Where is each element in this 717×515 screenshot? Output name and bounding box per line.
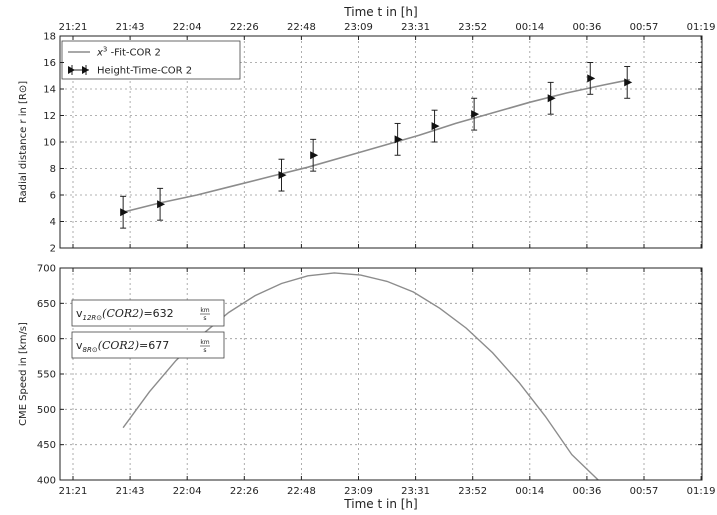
x-tick-label: 22:48 (287, 486, 316, 497)
data-point (587, 62, 596, 95)
top-panel: 21:21 21:43 22:04 22:26 22:48 23:09 23:31 23:52… (18, 5, 716, 255)
annotation-v8-text: v8R⊙(COR2)=677 (76, 339, 169, 354)
top-x-axis-label: Time t in [h] (343, 5, 417, 19)
legend-points-marker (68, 65, 89, 75)
triangle-marker (120, 208, 129, 217)
x-tick-label: 22:04 (173, 486, 202, 497)
y-tick-label: 12 (43, 111, 56, 122)
x-tick-label: 23:52 (458, 486, 487, 497)
y-tick-label: 4 (50, 217, 56, 228)
data-point (547, 81, 556, 115)
triangle-marker (394, 135, 403, 144)
annotation-v12: v12R⊙(COR2)=632 km s (71, 299, 225, 327)
triangle-marker (157, 200, 166, 209)
triangle-marker (310, 151, 319, 160)
bottom-x-axis-label: Time t in [h] (343, 497, 417, 511)
x-tick-label: 22:48 (287, 22, 316, 33)
y-tick-label: 14 (43, 85, 56, 96)
top-x-tick-labels: 21:21 21:43 22:04 22:26 22:48 23:09 23:31 23:52… (59, 22, 716, 33)
annotation-v12-text: v12R⊙(COR2)=632 (76, 307, 174, 322)
legend: x3 -Fit-COR 2 Height-Time-COR 2 (61, 40, 241, 80)
x-tick-label: 22:04 (173, 22, 202, 33)
bottom-panel: 21:21 21:43 22:04 22:26 22:48 23:09 23:31 23:52… (18, 264, 716, 512)
annotation-v8: v8R⊙(COR2)=677 km s (71, 331, 225, 359)
x-tick-label: 00:14 (515, 22, 544, 33)
legend-points-label: Height-Time-COR 2 (97, 66, 192, 77)
legend-fit-label: x3 -Fit-COR 2 (96, 46, 161, 59)
y-tick-label: 650 (37, 299, 56, 310)
y-tick-label: 450 (37, 440, 56, 451)
x-tick-label: 23:31 (401, 22, 430, 33)
triangle-marker (587, 74, 596, 83)
triangle-marker (547, 94, 556, 103)
y-tick-label: 400 (37, 476, 56, 487)
triangle-marker (278, 171, 287, 180)
data-point (624, 65, 633, 99)
x-tick-label: 00:14 (515, 486, 544, 497)
x-tick-label: 22:26 (230, 486, 259, 497)
annotation-v8-unit-num: km (200, 339, 209, 346)
y-tick-label: 500 (37, 405, 56, 416)
bottom-y-tick-labels: 400 450 500 550 600 650 700 (37, 264, 56, 487)
y-tick-label: 18 (43, 32, 56, 43)
x-tick-label: 21:43 (116, 486, 145, 497)
data-point (310, 138, 319, 172)
annotation-v8-box (71, 331, 225, 359)
x-tick-label: 22:26 (230, 22, 259, 33)
x-tick-label: 01:19 (687, 486, 716, 497)
data-point (157, 187, 166, 221)
y-tick-label: 16 (43, 58, 56, 69)
x-tick-label: 00:57 (630, 22, 659, 33)
fit-curve (122, 78, 630, 213)
annotation-v12-unit-num: km (200, 307, 209, 314)
data-point (431, 109, 440, 143)
height-time-points (120, 62, 633, 229)
data-point (394, 122, 403, 156)
y-tick-label: 600 (37, 334, 56, 345)
top-y-tick-labels: 2 4 6 8 10 12 14 16 18 (43, 32, 56, 255)
triangle-marker (431, 122, 440, 131)
legend-box (61, 40, 241, 80)
x-tick-label: 23:09 (344, 22, 373, 33)
triangle-marker (624, 78, 633, 87)
y-tick-label: 10 (43, 138, 56, 149)
x-tick-label: 00:36 (572, 486, 601, 497)
annotation-v8-unit-den: s (203, 347, 206, 354)
data-point (278, 158, 287, 192)
x-tick-label: 21:43 (116, 22, 145, 33)
triangle-marker (471, 110, 480, 119)
annotation-v12-box (71, 299, 225, 327)
data-point (471, 97, 480, 131)
x-tick-label: 23:31 (401, 486, 430, 497)
y-tick-label: 700 (37, 264, 56, 275)
x-tick-label: 00:57 (630, 486, 659, 497)
bottom-y-axis-label: CME Speed in [km/s] (18, 322, 29, 426)
data-point (120, 195, 129, 229)
bottom-x-tick-labels: 21:21 21:43 22:04 22:26 22:48 23:09 23:31 23:52… (59, 486, 716, 497)
x-tick-label: 23:52 (458, 22, 487, 33)
x-tick-label: 21:21 (59, 486, 88, 497)
x-tick-label: 21:21 (59, 22, 88, 33)
annotation-v12-unit-den: s (203, 315, 206, 322)
y-tick-label: 2 (50, 244, 56, 255)
y-tick-label: 6 (50, 191, 56, 202)
x-tick-label: 01:19 (687, 22, 716, 33)
y-tick-label: 550 (37, 370, 56, 381)
y-tick-label: 8 (50, 164, 56, 175)
x-tick-label: 00:36 (572, 22, 601, 33)
top-y-axis-label: Radial distance r in [R⊙] (18, 81, 29, 203)
x-tick-label: 23:09 (344, 486, 373, 497)
